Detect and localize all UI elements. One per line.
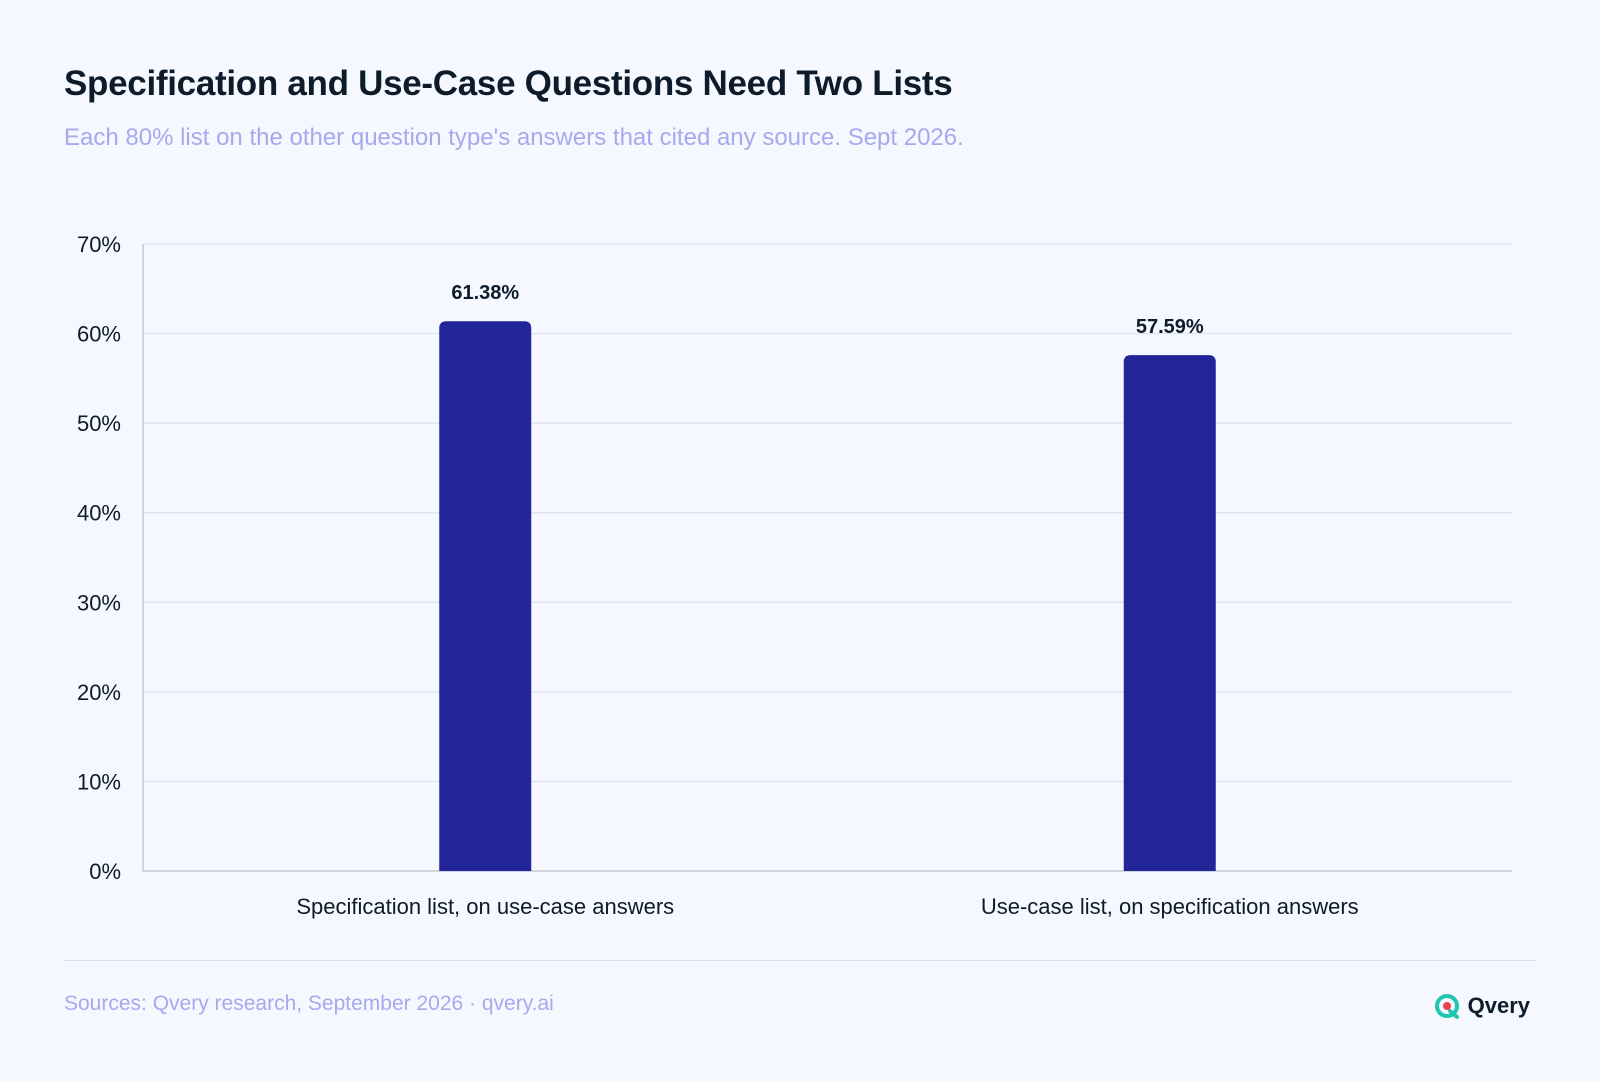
y-tick-label: 20% xyxy=(77,680,121,705)
bar-value-label: 57.59% xyxy=(1136,316,1204,338)
x-tick-label: Use-case list, on specification answers xyxy=(981,894,1359,919)
bar-chart: 0% 10% 20% 30% 40% 50% 60% 70% 61.38% Specificati… xyxy=(77,232,1512,919)
y-tick-label: 40% xyxy=(77,501,121,526)
y-tick-label: 60% xyxy=(77,322,121,347)
brand-name: Qvery xyxy=(1467,993,1530,1018)
y-tick-label: 10% xyxy=(77,769,121,794)
chart-subtitle: Each 80% list on the other question type… xyxy=(64,124,964,151)
footer-divider xyxy=(64,960,1536,961)
bar-value-label: 61.38% xyxy=(451,282,519,304)
y-tick-label: 70% xyxy=(77,232,121,257)
x-tick-label: Specification list, on use-case answers xyxy=(296,894,674,919)
bar xyxy=(439,321,532,871)
sources-note: Sources: Qvery research, September 2026 … xyxy=(64,992,554,1015)
y-tick-label: 0% xyxy=(89,859,121,884)
bar xyxy=(1123,355,1216,871)
qvery-logo-icon xyxy=(1434,994,1459,1019)
y-tick-label: 30% xyxy=(77,590,121,615)
chart-title: Specification and Use-Case Questions Nee… xyxy=(64,64,953,103)
brand-logo[interactable]: Qvery xyxy=(1434,993,1530,1019)
y-tick-label: 50% xyxy=(77,411,121,436)
